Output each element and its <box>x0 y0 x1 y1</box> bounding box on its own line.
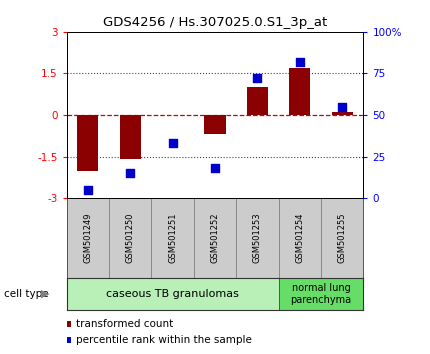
Point <box>84 187 91 193</box>
Text: transformed count: transformed count <box>76 319 173 329</box>
Point <box>296 59 303 65</box>
Point <box>169 141 176 146</box>
Point <box>212 165 218 171</box>
Text: GSM501249: GSM501249 <box>83 213 92 263</box>
Bar <box>289 68 310 115</box>
Text: GSM501255: GSM501255 <box>338 213 347 263</box>
Point <box>339 104 346 110</box>
Text: caseous TB granulomas: caseous TB granulomas <box>106 289 239 299</box>
Text: GSM501252: GSM501252 <box>211 213 219 263</box>
Text: GSM501253: GSM501253 <box>253 213 262 263</box>
Bar <box>120 115 141 159</box>
Bar <box>332 112 353 115</box>
Text: ▶: ▶ <box>41 289 49 299</box>
Text: percentile rank within the sample: percentile rank within the sample <box>76 335 252 345</box>
Bar <box>279 278 363 310</box>
Text: GSM501254: GSM501254 <box>295 213 304 263</box>
Title: GDS4256 / Hs.307025.0.S1_3p_at: GDS4256 / Hs.307025.0.S1_3p_at <box>103 16 327 29</box>
Bar <box>247 87 268 115</box>
Bar <box>204 115 226 135</box>
Bar <box>67 278 279 310</box>
Bar <box>77 115 98 171</box>
Point <box>254 76 261 81</box>
Text: GSM501250: GSM501250 <box>126 213 135 263</box>
Text: normal lung
parenchyma: normal lung parenchyma <box>290 283 352 305</box>
Point <box>127 171 134 176</box>
Text: cell type: cell type <box>4 289 49 299</box>
Text: GSM501251: GSM501251 <box>168 213 177 263</box>
